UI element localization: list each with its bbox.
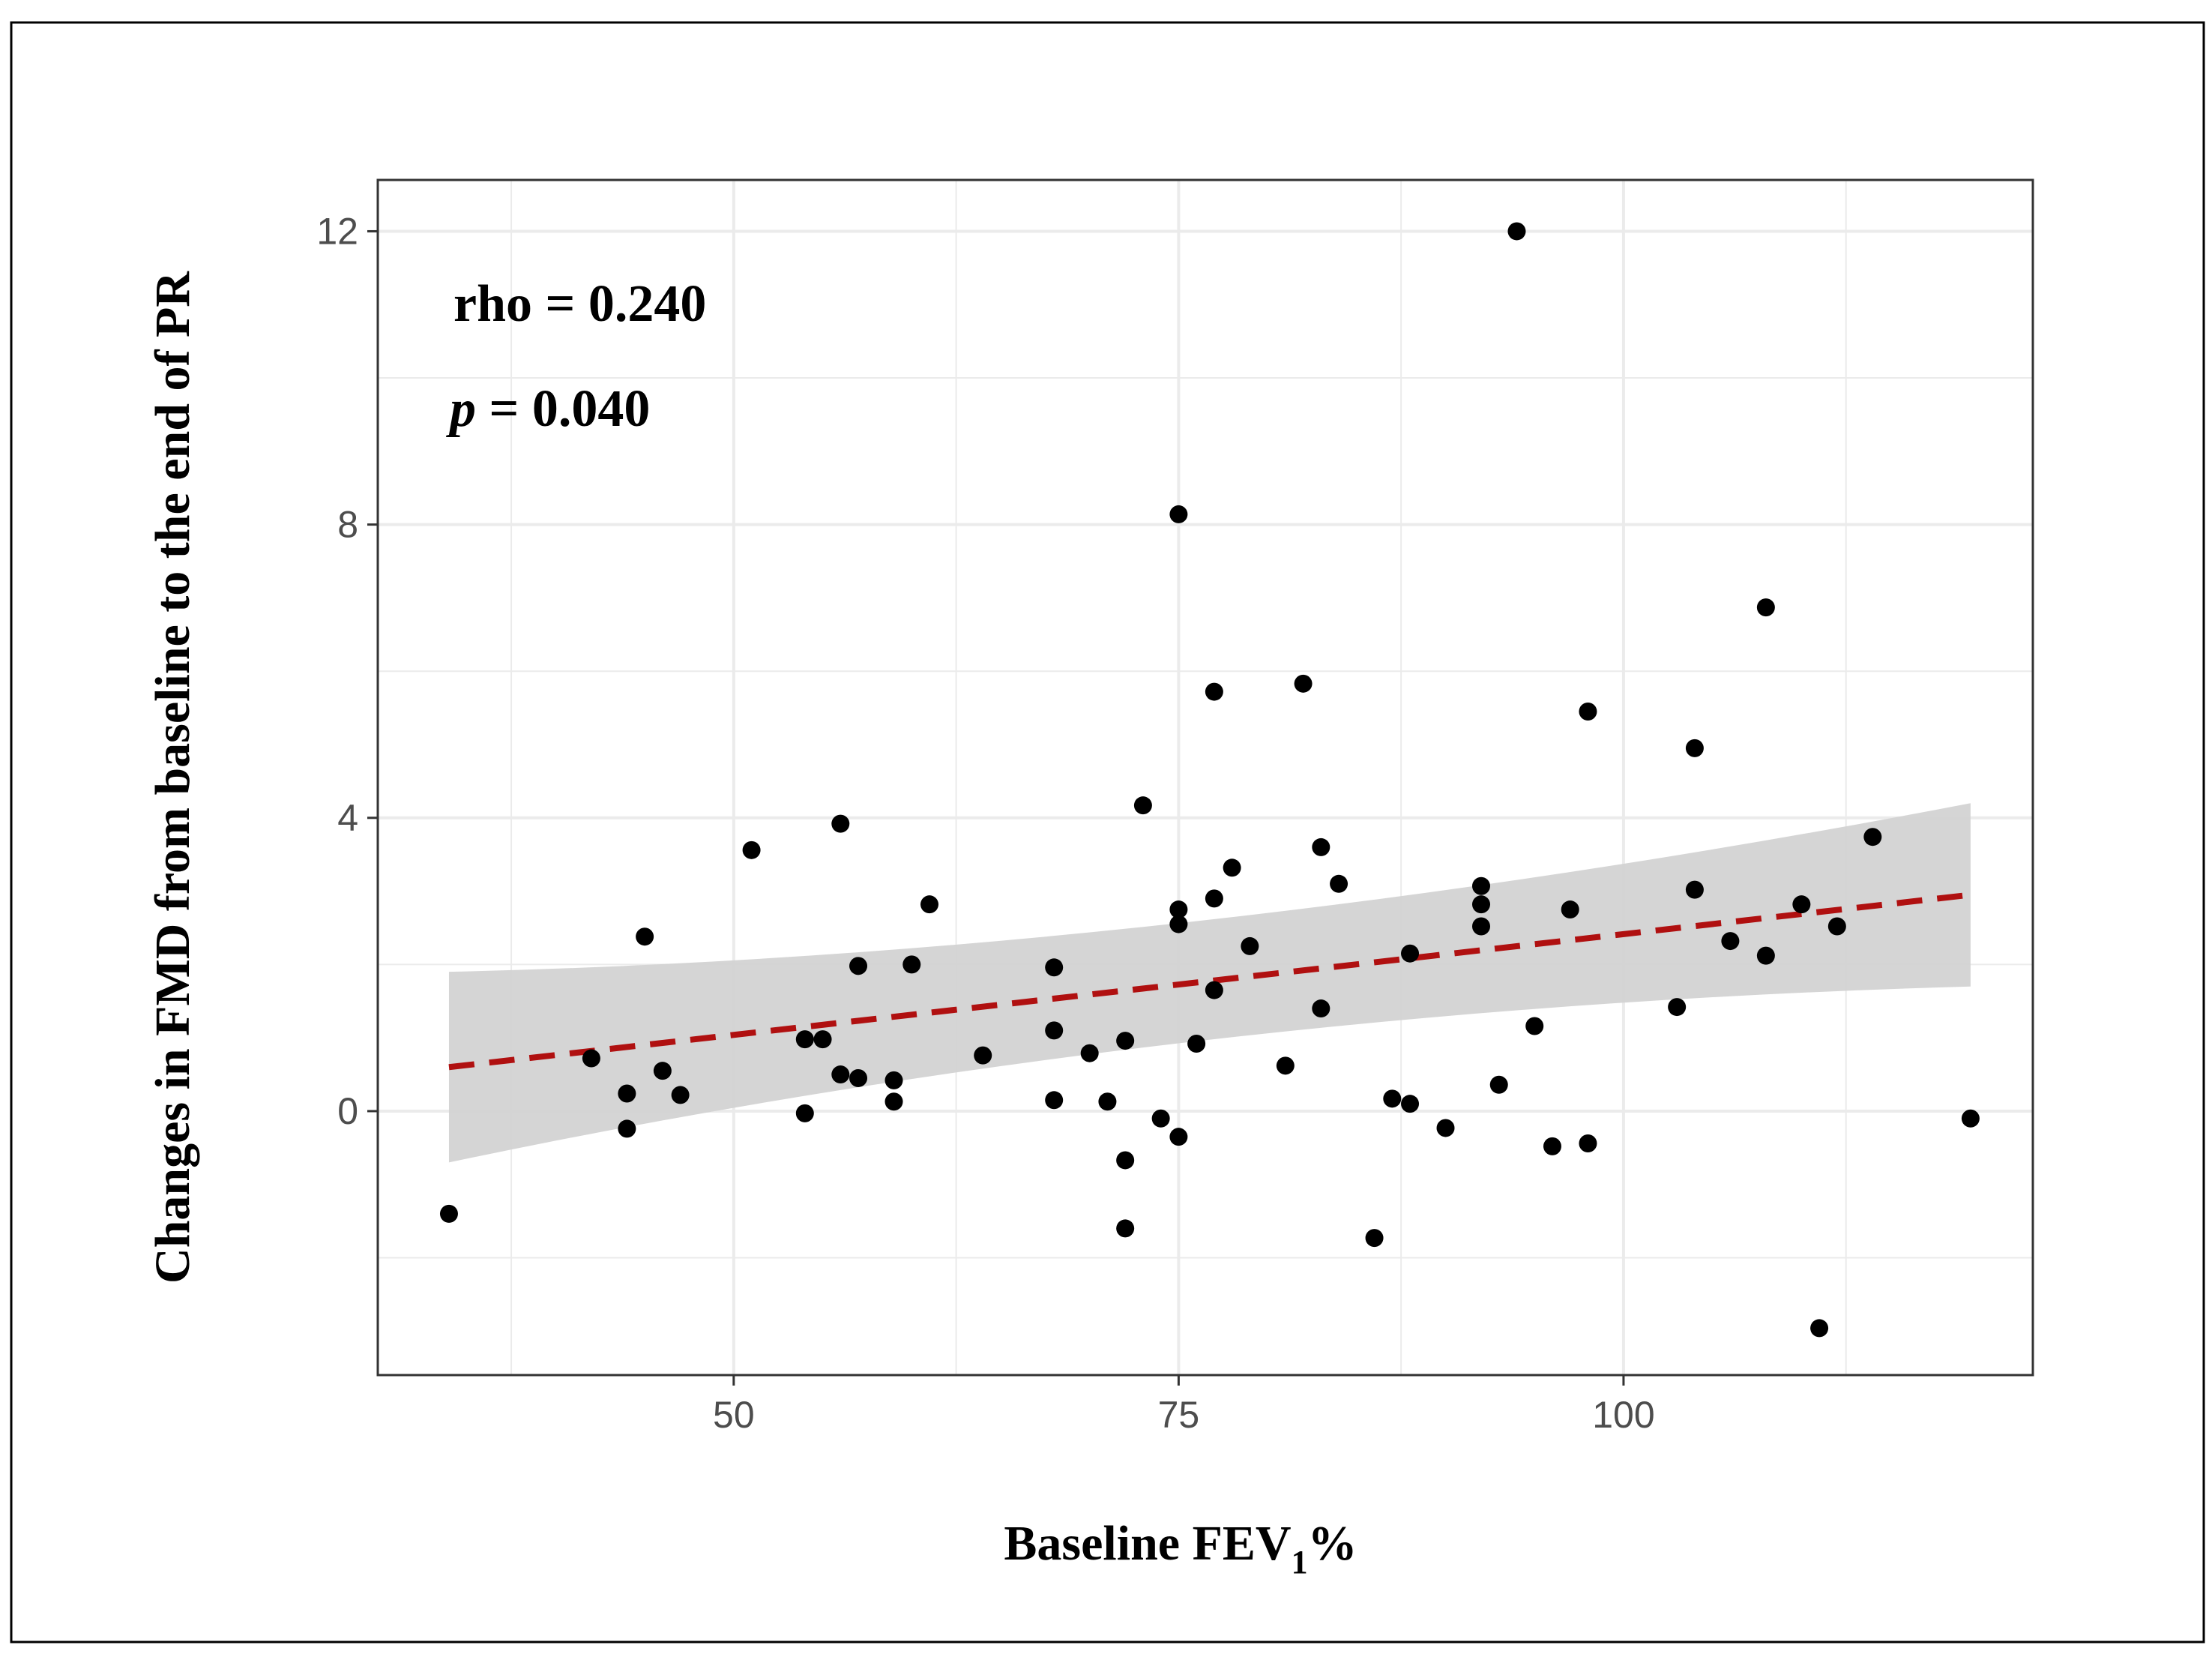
data-point [1294,674,1313,693]
data-point [1685,880,1704,899]
data-point [831,814,850,833]
data-point [1810,1319,1829,1338]
data-point [902,955,921,974]
data-point [1668,998,1687,1017]
data-point [1827,917,1846,936]
data-point [1312,999,1330,1018]
data-point [1169,505,1188,523]
data-point [653,1062,672,1080]
data-point [1472,895,1490,914]
x-tick-label: 50 [713,1394,755,1436]
data-point [1116,1219,1135,1238]
data-point [582,1049,600,1068]
data-point [1205,889,1223,908]
data-point [1961,1109,1980,1128]
y-tick-label: 0 [337,1090,358,1132]
data-point [1579,1134,1597,1152]
data-point [1401,1095,1420,1113]
plot-panel-border [376,178,2034,1377]
data-point [1151,1109,1170,1128]
data-point [974,1046,992,1065]
points-layer [439,222,1980,1338]
plot-panel-background [378,180,2033,1375]
data-point [1241,936,1259,955]
x-tick-label: 75 [1158,1394,1200,1436]
data-point [1756,946,1775,965]
data-point [1330,874,1348,893]
data-point [1579,702,1597,721]
data-point [1561,900,1579,919]
fit-line-layer [448,891,1971,1071]
data-point [1383,1089,1402,1108]
data-point [920,895,938,914]
data-point [1792,895,1811,914]
data-point [439,1204,458,1223]
x-axis-title-main: Baseline FEV [1004,1516,1291,1571]
data-point [1205,981,1223,999]
data-point [849,957,868,975]
x-axis-title: Baseline FEV1% [1004,1516,1357,1581]
data-point [1472,917,1490,936]
rho-annotation: rho = 0.240 [453,275,706,333]
data-point [1276,1056,1295,1075]
regression-line [448,891,1971,1071]
data-point [1169,915,1188,933]
data-point [831,1065,850,1084]
data-point [1756,598,1775,617]
data-point [1223,858,1241,877]
data-point [1169,900,1188,919]
figure-frame [10,21,2205,1644]
data-point [813,1030,832,1049]
y-tick-label: 4 [337,797,358,839]
data-point [1472,876,1490,895]
data-point [1045,1091,1064,1110]
data-point [636,927,654,946]
data-point [795,1030,814,1049]
data-point [1169,1128,1188,1146]
data-point [1507,222,1526,241]
data-point [618,1084,636,1103]
data-point [1721,932,1740,951]
data-point [618,1119,636,1138]
ticks-layer: 50 75 100 0 4 8 12 [316,210,1654,1436]
data-point [1436,1119,1455,1137]
data-point [1489,1075,1508,1094]
y-tick-label: 8 [337,504,358,546]
p-value-annotation: p = 0.040 [446,380,650,438]
data-point [1365,1229,1384,1248]
data-point [1098,1092,1117,1111]
data-point [1080,1044,1099,1062]
data-point [1116,1032,1135,1050]
p-symbol: p [446,380,476,438]
data-point [1401,944,1420,963]
data-point [671,1086,690,1104]
data-point [1205,682,1223,701]
data-point [1045,1021,1064,1040]
x-tick-label: 100 [1592,1394,1654,1436]
data-point [1312,837,1330,856]
data-point [1133,796,1152,815]
data-point [885,1071,903,1089]
data-point [1045,958,1064,977]
data-point [1863,828,1882,846]
data-point [849,1068,868,1087]
p-value-text: = 0.040 [476,380,650,438]
data-point [795,1104,814,1122]
grid-layer [378,180,2033,1375]
data-point [742,840,761,859]
x-axis-title-subscript: 1 [1292,1544,1308,1581]
data-point [1543,1137,1561,1155]
data-point [1685,739,1704,757]
data-point [885,1092,903,1111]
y-axis-title: Changes in FMD from baseline to the end … [145,271,200,1284]
x-axis-title-suffix: % [1308,1516,1357,1571]
data-point [1525,1017,1544,1035]
y-tick-label: 12 [316,210,358,252]
data-point [1187,1034,1206,1053]
data-point [1116,1151,1135,1170]
